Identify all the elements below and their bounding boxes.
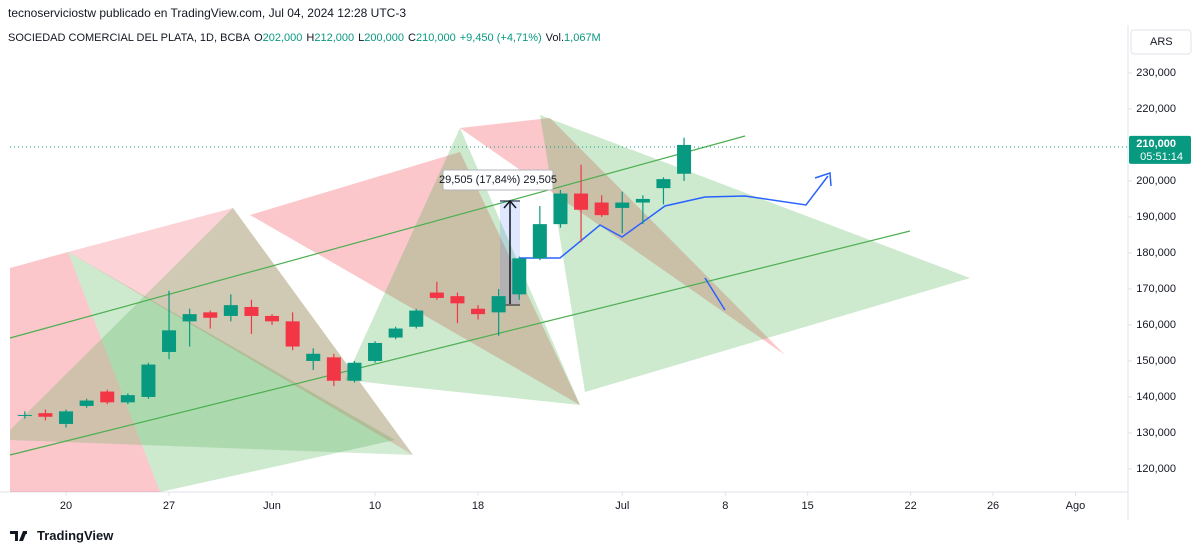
channel-line [9,135,746,339]
candle-body [347,362,362,381]
ohlc: H212,000 [306,32,354,44]
candle-body [512,258,527,295]
y-tick-label: 230,000 [1136,67,1176,79]
candle-body [38,413,53,417]
candle-body [615,202,630,208]
candle-body [285,321,300,347]
candle-body [574,193,589,210]
o-value: 202,000 [262,32,303,44]
pattern-triangle [345,128,580,405]
volume-label: Vol. [545,32,565,44]
candle-body [532,224,547,259]
pattern-triangle [68,252,395,492]
last-price-label: 210,000 [1136,138,1176,150]
volume-value: 1,067M [564,32,601,44]
pattern-triangle [540,115,970,392]
candle-body [223,305,238,316]
logo [10,530,27,541]
x-tick-label: 20 [60,500,72,512]
y-tick-label: 180,000 [1136,247,1176,259]
x-tick-label: 18 [472,500,484,512]
h-value: 212,000 [314,32,355,44]
candle-body [203,312,218,318]
candle-body [429,292,444,298]
candle-body [677,144,692,174]
candle-body [59,411,74,424]
x-tick-label: 10 [369,500,381,512]
o-label: O [254,32,263,44]
y-tick-label: 200,000 [1136,175,1176,187]
y-tick-label: 150,000 [1136,355,1176,367]
candle-body [388,328,403,338]
candle-body [594,202,609,216]
last-price-box [1129,135,1191,164]
currency: ARS [1150,36,1173,48]
brand: TradingView [37,528,114,543]
change: +9,450 (+4,71%) [459,32,542,44]
c-value: 210,000 [415,32,456,44]
x-tick-label: Jul [615,500,629,512]
y-tick-label: 170,000 [1136,283,1176,295]
projection [704,277,726,311]
y-tick-label: 120,000 [1136,463,1176,475]
candle-body [306,353,321,361]
x-tick-label: Ago [1066,500,1086,512]
candle-body [244,306,259,316]
y-tick-label: 130,000 [1136,427,1176,439]
projection [520,175,829,259]
x-tick-label: 26 [987,500,999,512]
candle-body [635,198,650,203]
ohlc: C210,000 [408,32,456,44]
candle-body [409,310,424,327]
y-tick-label: 160,000 [1136,319,1176,331]
x-tick-label: 27 [163,500,175,512]
candle-body [368,342,383,361]
y-tick-label: 140,000 [1136,391,1176,403]
candles [17,137,692,428]
candle-body [162,330,177,352]
legend: SOCIEDAD COMERCIAL DEL PLATA, 1D, BCBA O… [8,32,601,44]
footer: TradingView [10,528,113,543]
candle-body [141,364,156,397]
volume: Vol.1,067M [546,32,601,44]
candle-body [491,296,506,313]
projection-arrow [814,171,832,187]
candle-body [79,400,94,406]
h-label: H [306,32,315,44]
candle-body [326,357,341,381]
pattern-triangle [250,152,580,405]
caption: tecnoserviciostw publicado en TradingVie… [8,6,406,20]
c-label: C [408,32,416,44]
symbol: SOCIEDAD COMERCIAL DEL PLATA, 1D, BCBA [8,32,251,44]
x-tick-label: Jun [263,500,281,512]
pattern-triangle [68,208,413,455]
candle-body [265,315,280,322]
drawings: 29,505 (17,84%) 29,505 [9,115,1128,492]
candle-body [120,395,135,403]
channel-line [9,230,911,456]
candle-body [100,391,115,403]
candle-body [450,296,465,304]
x-tick-label: 8 [722,500,728,512]
currency-box[interactable] [1130,29,1192,55]
ohlc: L200,000 [358,32,404,44]
candle-body [471,308,486,315]
candle-body [656,179,671,189]
ohlc: O202,000 [254,32,302,44]
y-tick-label: 190,000 [1136,211,1176,223]
measure-label: 29,505 (17,84%) 29,505 [439,174,557,186]
candle-body [17,414,32,416]
y-tick-label: 220,000 [1136,103,1176,115]
l-label: L [358,32,365,44]
measure-box [442,169,554,191]
candle-body [182,314,197,322]
x-tick-label: 15 [802,500,814,512]
x-tick-label: 22 [905,500,917,512]
candle-body [553,193,568,225]
l-value: 200,000 [364,32,404,44]
pattern-triangle [10,252,160,492]
countdown: 05:51:14 [1140,151,1183,163]
